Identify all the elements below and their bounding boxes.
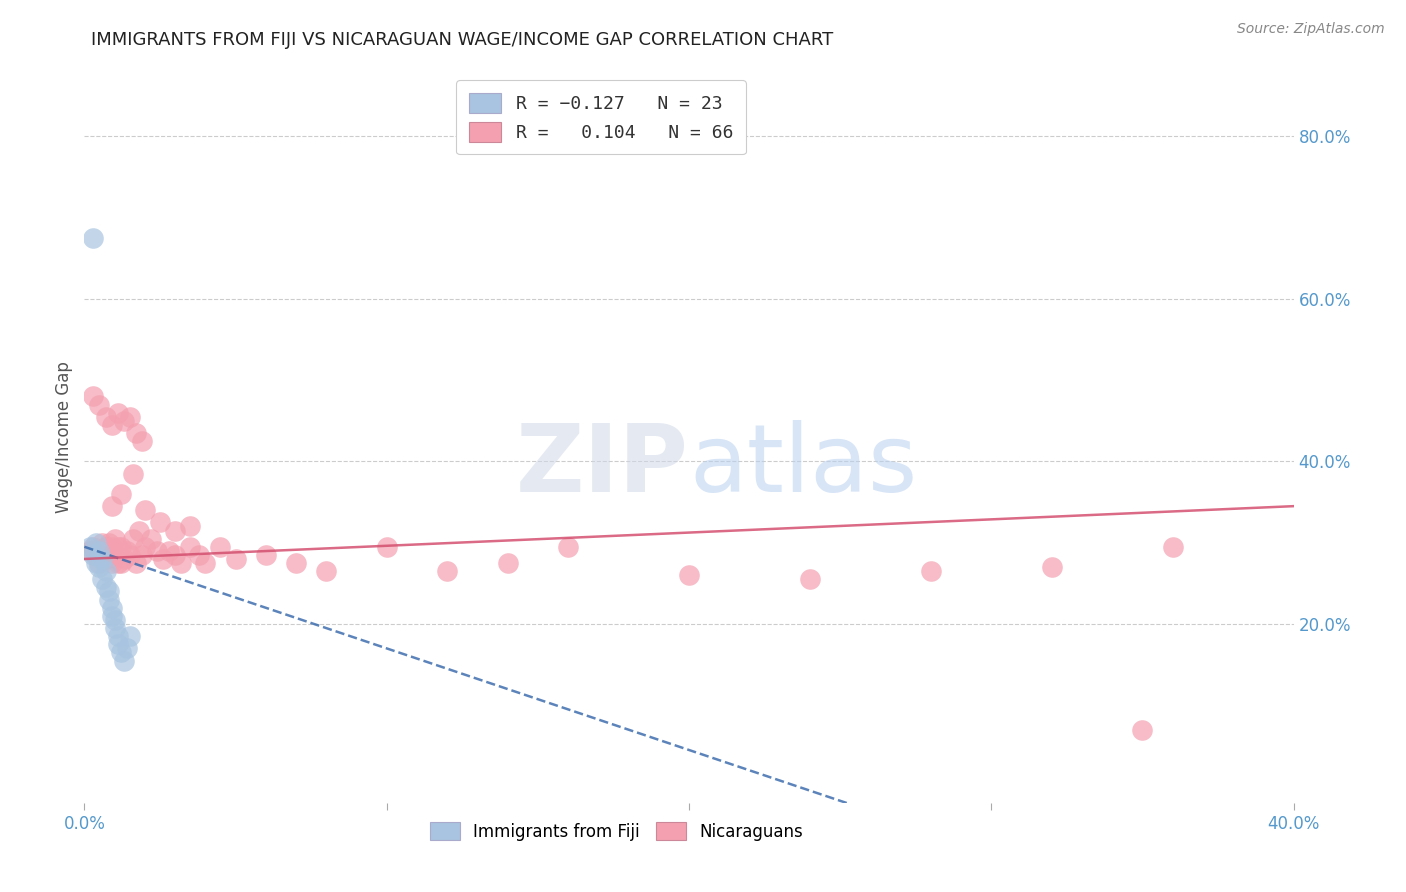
Y-axis label: Wage/Income Gap: Wage/Income Gap <box>55 361 73 513</box>
Point <box>134 540 156 554</box>
Point <box>165 548 187 562</box>
Point <box>100 600 122 615</box>
Point <box>94 564 117 578</box>
Text: ZIP: ZIP <box>516 420 689 512</box>
Point <box>107 637 129 651</box>
Point <box>496 556 519 570</box>
Point <box>97 584 120 599</box>
Point <box>128 524 150 538</box>
Point <box>112 654 135 668</box>
Point <box>131 434 153 449</box>
Point <box>79 544 101 558</box>
Point <box>107 629 129 643</box>
Point <box>100 499 122 513</box>
Point <box>104 621 127 635</box>
Point <box>115 641 138 656</box>
Point <box>100 556 122 570</box>
Point <box>209 540 232 554</box>
Point <box>146 544 169 558</box>
Point <box>89 560 111 574</box>
Point <box>94 409 117 424</box>
Point <box>107 540 129 554</box>
Legend: Immigrants from Fiji, Nicaraguans: Immigrants from Fiji, Nicaraguans <box>422 814 811 849</box>
Point <box>97 548 120 562</box>
Point <box>91 572 114 586</box>
Point <box>104 548 127 562</box>
Point <box>86 556 108 570</box>
Point <box>86 548 108 562</box>
Text: IMMIGRANTS FROM FIJI VS NICARAGUAN WAGE/INCOME GAP CORRELATION CHART: IMMIGRANTS FROM FIJI VS NICARAGUAN WAGE/… <box>91 31 834 49</box>
Point <box>678 568 700 582</box>
Point <box>557 540 579 554</box>
Point <box>920 564 942 578</box>
Point <box>91 535 114 549</box>
Point <box>104 613 127 627</box>
Point <box>82 548 104 562</box>
Point <box>79 540 101 554</box>
Point <box>1040 560 1063 574</box>
Point <box>94 540 117 554</box>
Point <box>86 535 108 549</box>
Point <box>82 540 104 554</box>
Point <box>89 544 111 558</box>
Point <box>118 629 141 643</box>
Point <box>194 556 217 570</box>
Point <box>188 548 211 562</box>
Point <box>89 398 111 412</box>
Point <box>149 516 172 530</box>
Point <box>82 231 104 245</box>
Point <box>118 409 141 424</box>
Point <box>94 581 117 595</box>
Point <box>131 548 153 562</box>
Point <box>115 544 138 558</box>
Point <box>125 425 148 440</box>
Point <box>1130 723 1153 737</box>
Point <box>110 540 132 554</box>
Point <box>165 524 187 538</box>
Point <box>107 406 129 420</box>
Point <box>179 540 201 554</box>
Point <box>179 519 201 533</box>
Point <box>139 532 162 546</box>
Point <box>110 487 132 501</box>
Point <box>97 535 120 549</box>
Point <box>91 552 114 566</box>
Point <box>112 552 135 566</box>
Point <box>799 572 821 586</box>
Point <box>157 544 180 558</box>
Point <box>110 645 132 659</box>
Point <box>254 548 277 562</box>
Point <box>89 544 111 558</box>
Point <box>436 564 458 578</box>
Point <box>100 540 122 554</box>
Point <box>152 552 174 566</box>
Point <box>112 414 135 428</box>
Point <box>121 467 143 481</box>
Point <box>82 389 104 403</box>
Point <box>94 552 117 566</box>
Point <box>107 556 129 570</box>
Point <box>104 532 127 546</box>
Point <box>100 608 122 623</box>
Point <box>134 503 156 517</box>
Point <box>89 556 111 570</box>
Point <box>100 417 122 432</box>
Point <box>121 532 143 546</box>
Text: Source: ZipAtlas.com: Source: ZipAtlas.com <box>1237 22 1385 37</box>
Point <box>285 556 308 570</box>
Point <box>110 556 132 570</box>
Point <box>118 548 141 562</box>
Point <box>1161 540 1184 554</box>
Point <box>315 564 337 578</box>
Point <box>125 556 148 570</box>
Point <box>375 540 398 554</box>
Text: atlas: atlas <box>689 420 917 512</box>
Point <box>225 552 247 566</box>
Point <box>170 556 193 570</box>
Point <box>97 592 120 607</box>
